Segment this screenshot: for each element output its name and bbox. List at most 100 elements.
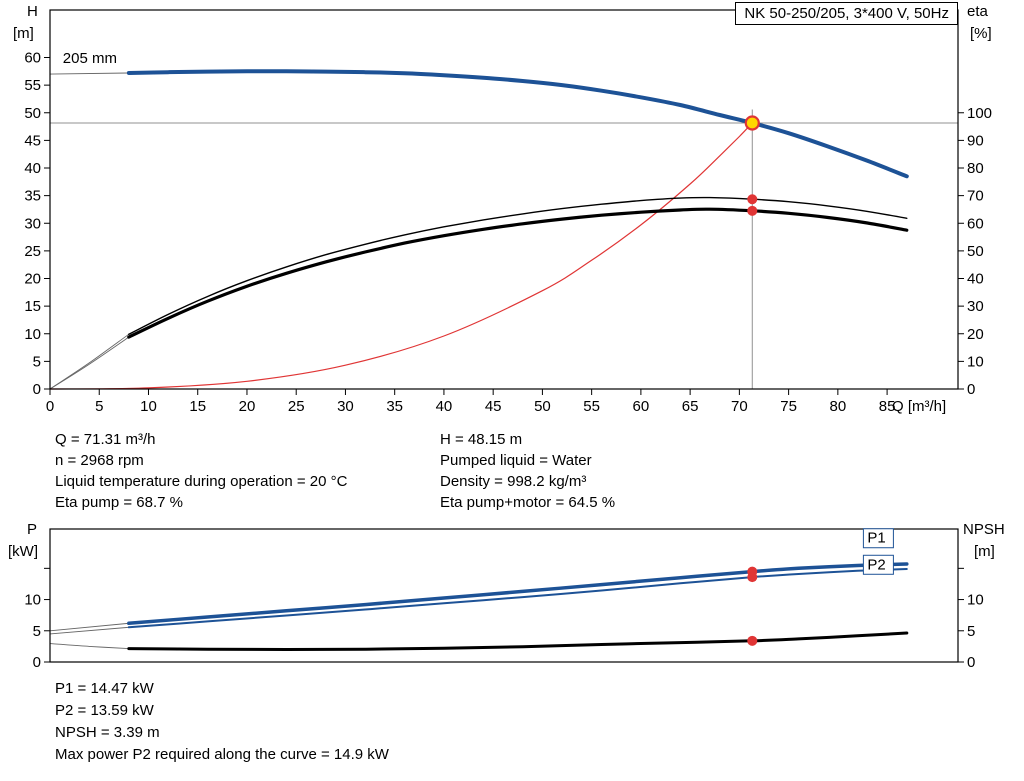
result-p1: P1 = 14.47 kW <box>55 680 154 697</box>
info-speed: n = 2968 rpm <box>55 452 144 469</box>
tick-label: 60 <box>633 398 650 415</box>
info-density: Density = 998.2 kg/m³ <box>440 473 587 490</box>
tick-label: 0 <box>33 654 41 671</box>
tick-label: 5 <box>967 623 975 640</box>
tick-label: 40 <box>24 160 41 177</box>
tick-label: 40 <box>436 398 453 415</box>
result-max-power: Max power P2 required along the curve = … <box>55 746 389 763</box>
tick-label: 0 <box>33 381 41 398</box>
tick-label: 10 <box>24 326 41 343</box>
p1-label: P1 <box>867 530 885 547</box>
tick-label: 10 <box>967 353 984 370</box>
h-curve-205mm <box>126 69 909 179</box>
duty-point-marker <box>744 115 760 131</box>
tick-label: 75 <box>780 398 797 415</box>
tick-label: 50 <box>534 398 551 415</box>
tick-label: 35 <box>24 188 41 205</box>
plot-frame <box>49 9 959 390</box>
system-curve <box>49 122 753 390</box>
tick-label: 15 <box>24 298 41 315</box>
tick-label: 20 <box>239 398 256 415</box>
chart-group: 0 5 10 15 20 25 30 35 40 45 50 55 60 65 70 75 80 85 0 5 10 15… <box>24 9 992 415</box>
eta-pump-motor-curve-ext <box>49 336 130 390</box>
npsh-curve-ext <box>49 643 130 650</box>
tick-label: 20 <box>967 326 984 343</box>
tick-label: 25 <box>24 243 41 260</box>
info-h: H = 48.15 m <box>440 431 523 448</box>
p1-curve <box>127 562 909 626</box>
p-axis-label: P <box>27 521 38 538</box>
tick-label: 5 <box>33 353 41 370</box>
chart-group: 0 5 10 0 5 10 P1 P2 <box>24 528 984 671</box>
tick-label: 65 <box>682 398 699 415</box>
tick-label: 80 <box>830 398 847 415</box>
npsh-axis-label: NPSH <box>963 521 1005 538</box>
tick-label: 85 <box>879 398 896 415</box>
tick-label: 30 <box>337 398 354 415</box>
p2-curve-ext <box>49 626 130 635</box>
tick-label: 30 <box>967 298 984 315</box>
eta-pump-curve <box>128 196 908 335</box>
eta-pump-motor-curve <box>127 207 909 339</box>
duty-info-left-column: Q = 71.31 m³/h n = 2968 rpm Liquid tempe… <box>55 429 347 513</box>
p1-curve-ext <box>49 622 130 632</box>
eta-axis-unit: [%] <box>970 25 992 42</box>
info-eta-pump: Eta pump = 68.7 % <box>55 494 183 511</box>
tick-label: 70 <box>967 188 984 205</box>
tick-label: 0 <box>46 398 54 415</box>
tick-label: 0 <box>967 381 975 398</box>
h-axis-unit: [m] <box>13 25 34 42</box>
eta-axis-label: eta <box>967 3 988 20</box>
eta-pump-marker <box>747 194 758 205</box>
tick-label: 10 <box>967 592 984 609</box>
tick-label: 60 <box>967 215 984 232</box>
x-axis-title: Q [m³/h] <box>892 398 946 415</box>
tick-label: 100 <box>967 105 992 122</box>
p2-marker <box>747 572 758 583</box>
tick-label: 55 <box>583 398 600 415</box>
h-curve-ext <box>49 72 130 75</box>
result-npsh: NPSH = 3.39 m <box>55 724 160 741</box>
npsh-marker <box>747 635 758 646</box>
npsh-curve <box>127 631 909 652</box>
tick-label: 25 <box>288 398 305 415</box>
tick-label: 5 <box>33 623 41 640</box>
info-liquid-temp: Liquid temperature during operation = 20… <box>55 473 348 490</box>
npsh-axis-unit: [m] <box>974 543 995 560</box>
tick-label: 15 <box>189 398 206 415</box>
p2-label: P2 <box>867 556 885 573</box>
tick-label: 50 <box>24 105 41 122</box>
p2-curve <box>127 568 908 629</box>
p1-label-box <box>862 528 894 549</box>
tick-label: 5 <box>95 398 103 415</box>
p-axis-unit: [kW] <box>8 543 38 560</box>
results-block: P1 = 14.47 kW P2 = 13.59 kW NPSH = 3.39 … <box>55 678 389 766</box>
tick-label: 40 <box>967 271 984 288</box>
pump-title-box: NK 50-250/205, 3*400 V, 50Hz <box>735 2 958 25</box>
impeller-label: 205 mm <box>63 50 117 67</box>
tick-label: 10 <box>24 592 41 609</box>
tick-label: 80 <box>967 160 984 177</box>
result-p2: P2 = 13.59 kW <box>55 702 154 719</box>
tick-label: 70 <box>731 398 748 415</box>
tick-label: 30 <box>24 215 41 232</box>
tick-label: 10 <box>140 398 157 415</box>
plot-frame <box>49 528 959 663</box>
tick-label: 45 <box>485 398 502 415</box>
tick-label: 90 <box>967 132 984 149</box>
tick-label: 45 <box>24 132 41 149</box>
info-q: Q = 71.31 m³/h <box>55 431 156 448</box>
eta-pump-curve-ext <box>49 333 130 390</box>
tick-label: 55 <box>24 77 41 94</box>
tick-label: 35 <box>386 398 403 415</box>
duty-info-right-column: H = 48.15 m Pumped liquid = Water Densit… <box>440 429 615 513</box>
p2-label-box <box>862 554 894 575</box>
tick-label: 50 <box>967 243 984 260</box>
info-eta-pump-motor: Eta pump+motor = 64.5 % <box>440 494 616 511</box>
tick-label: 20 <box>24 271 41 288</box>
eta-pump-motor-marker <box>747 205 758 216</box>
tick-label: 0 <box>967 654 975 671</box>
info-pumped-liquid: Pumped liquid = Water <box>440 452 592 469</box>
